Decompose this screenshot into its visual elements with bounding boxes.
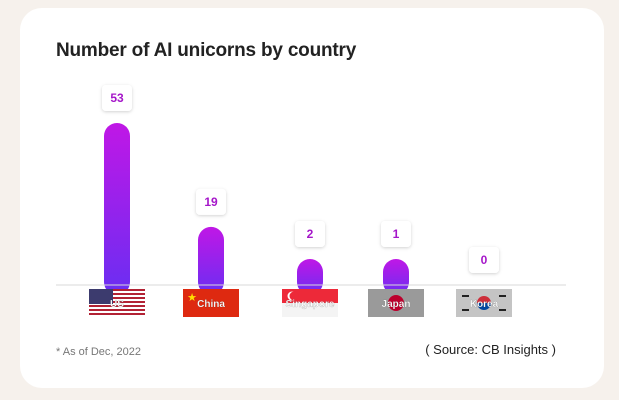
chart-card: Number of AI unicorns by country 53 19 2 1 0… [20,8,604,388]
chart-title: Number of AI unicorns by country [56,40,357,61]
data-label: 53 [110,91,124,105]
data-label-box [469,247,499,273]
flag-singapore-icon: Singapore [282,289,338,317]
x-tick-label: US [110,299,124,310]
bar-japan [383,259,409,295]
x-tick-label: China [197,299,225,310]
flag-china-icon: ★China [183,289,239,317]
data-label-box [295,221,325,247]
bar-chart: 53 19 2 1 0 US ★China Singapore Japan Korea [56,85,566,317]
data-label-box [381,221,411,247]
flag-japan-icon: Japan [368,289,424,317]
flag-us-icon: US [89,289,145,317]
data-label: 1 [393,227,400,241]
flag-korea-icon: Korea [456,289,512,317]
bar-singapore [297,259,323,295]
data-label: 19 [204,195,218,209]
x-tick-label: Japan [382,299,411,310]
bar-us [104,123,130,295]
source-note: ( Source: CB Insights ) [425,342,556,357]
data-label-box [196,188,226,215]
x-tick-label: Singapore [286,299,335,310]
data-label: 2 [307,227,314,241]
bar-china [198,226,224,295]
svg-text:★: ★ [187,292,197,304]
footnote: * As of Dec, 2022 [56,346,141,358]
x-tick-label: Korea [470,299,499,310]
data-label-box [102,85,132,111]
data-label: 0 [481,253,488,267]
